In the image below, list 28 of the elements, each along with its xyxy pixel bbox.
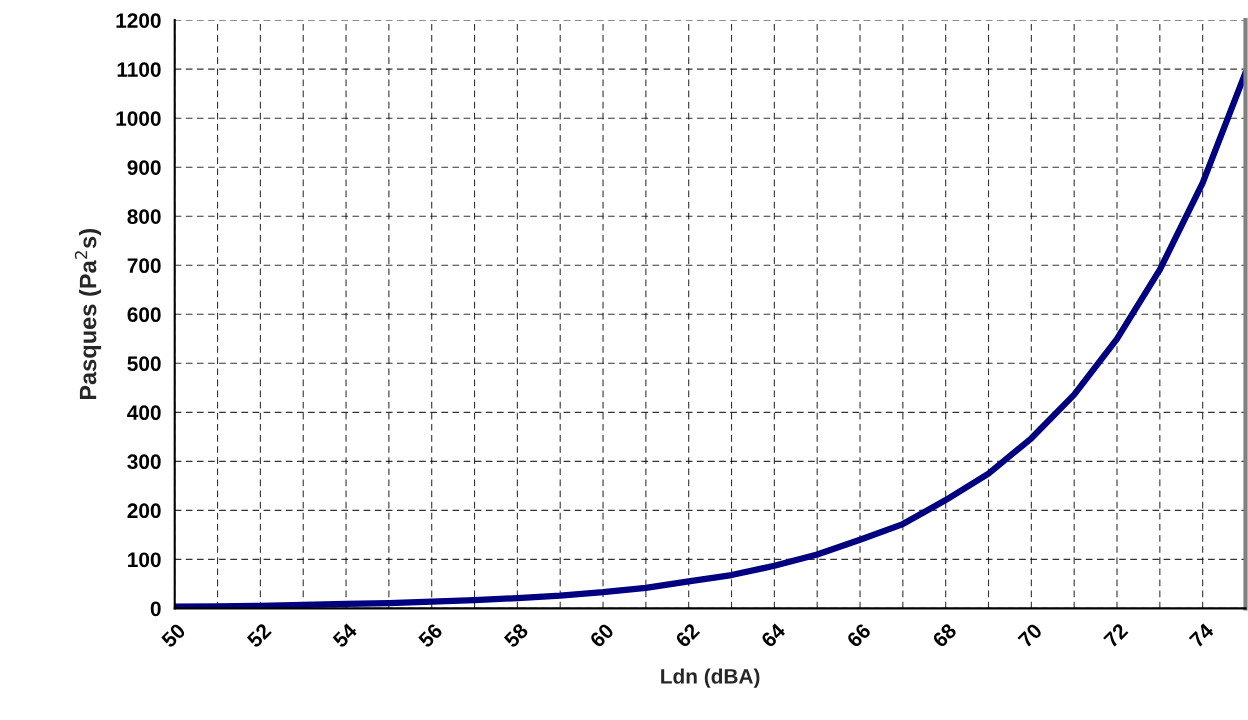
y-tick-label: 1200 [116,13,161,28]
y-tick-label: 800 [127,209,161,224]
y-tick-label: 400 [127,405,161,421]
x-tick-label: 62 [674,622,701,649]
y-tick-label: 1100 [117,62,161,77]
x-tick-label: 66 [845,622,872,649]
y-tick-label: 100 [128,552,161,568]
y-tick-label: 200 [127,503,161,519]
y-tick-label: 700 [127,258,161,274]
x-tick-label: 54 [331,622,359,649]
x-tick-label: 72 [1102,622,1129,649]
x-tick-label: 58 [503,622,530,649]
y-tick-label: 600 [127,307,161,323]
x-tick-label: 64 [760,622,787,649]
x-tick-label: 56 [417,622,444,649]
y-tick-label: 900 [127,160,161,175]
y-tick-label: 1000 [116,111,161,126]
x-tick-label: 74 [1188,622,1215,649]
x-axis-title: Ldn (dBA) [661,668,760,688]
y-tick-label: 0 [150,601,161,617]
x-tick-label: 70 [1017,622,1043,649]
x-tick-label: 50 [160,622,187,649]
y-axis-title: Pasques (Pa$^{2}$s) [74,229,102,400]
x-tick-label: 52 [246,622,272,649]
y-tick-label: 500 [127,356,161,372]
x-tick-label: 68 [931,622,958,649]
x-tick-label: 60 [588,622,615,649]
y-tick-label: 300 [127,454,161,470]
